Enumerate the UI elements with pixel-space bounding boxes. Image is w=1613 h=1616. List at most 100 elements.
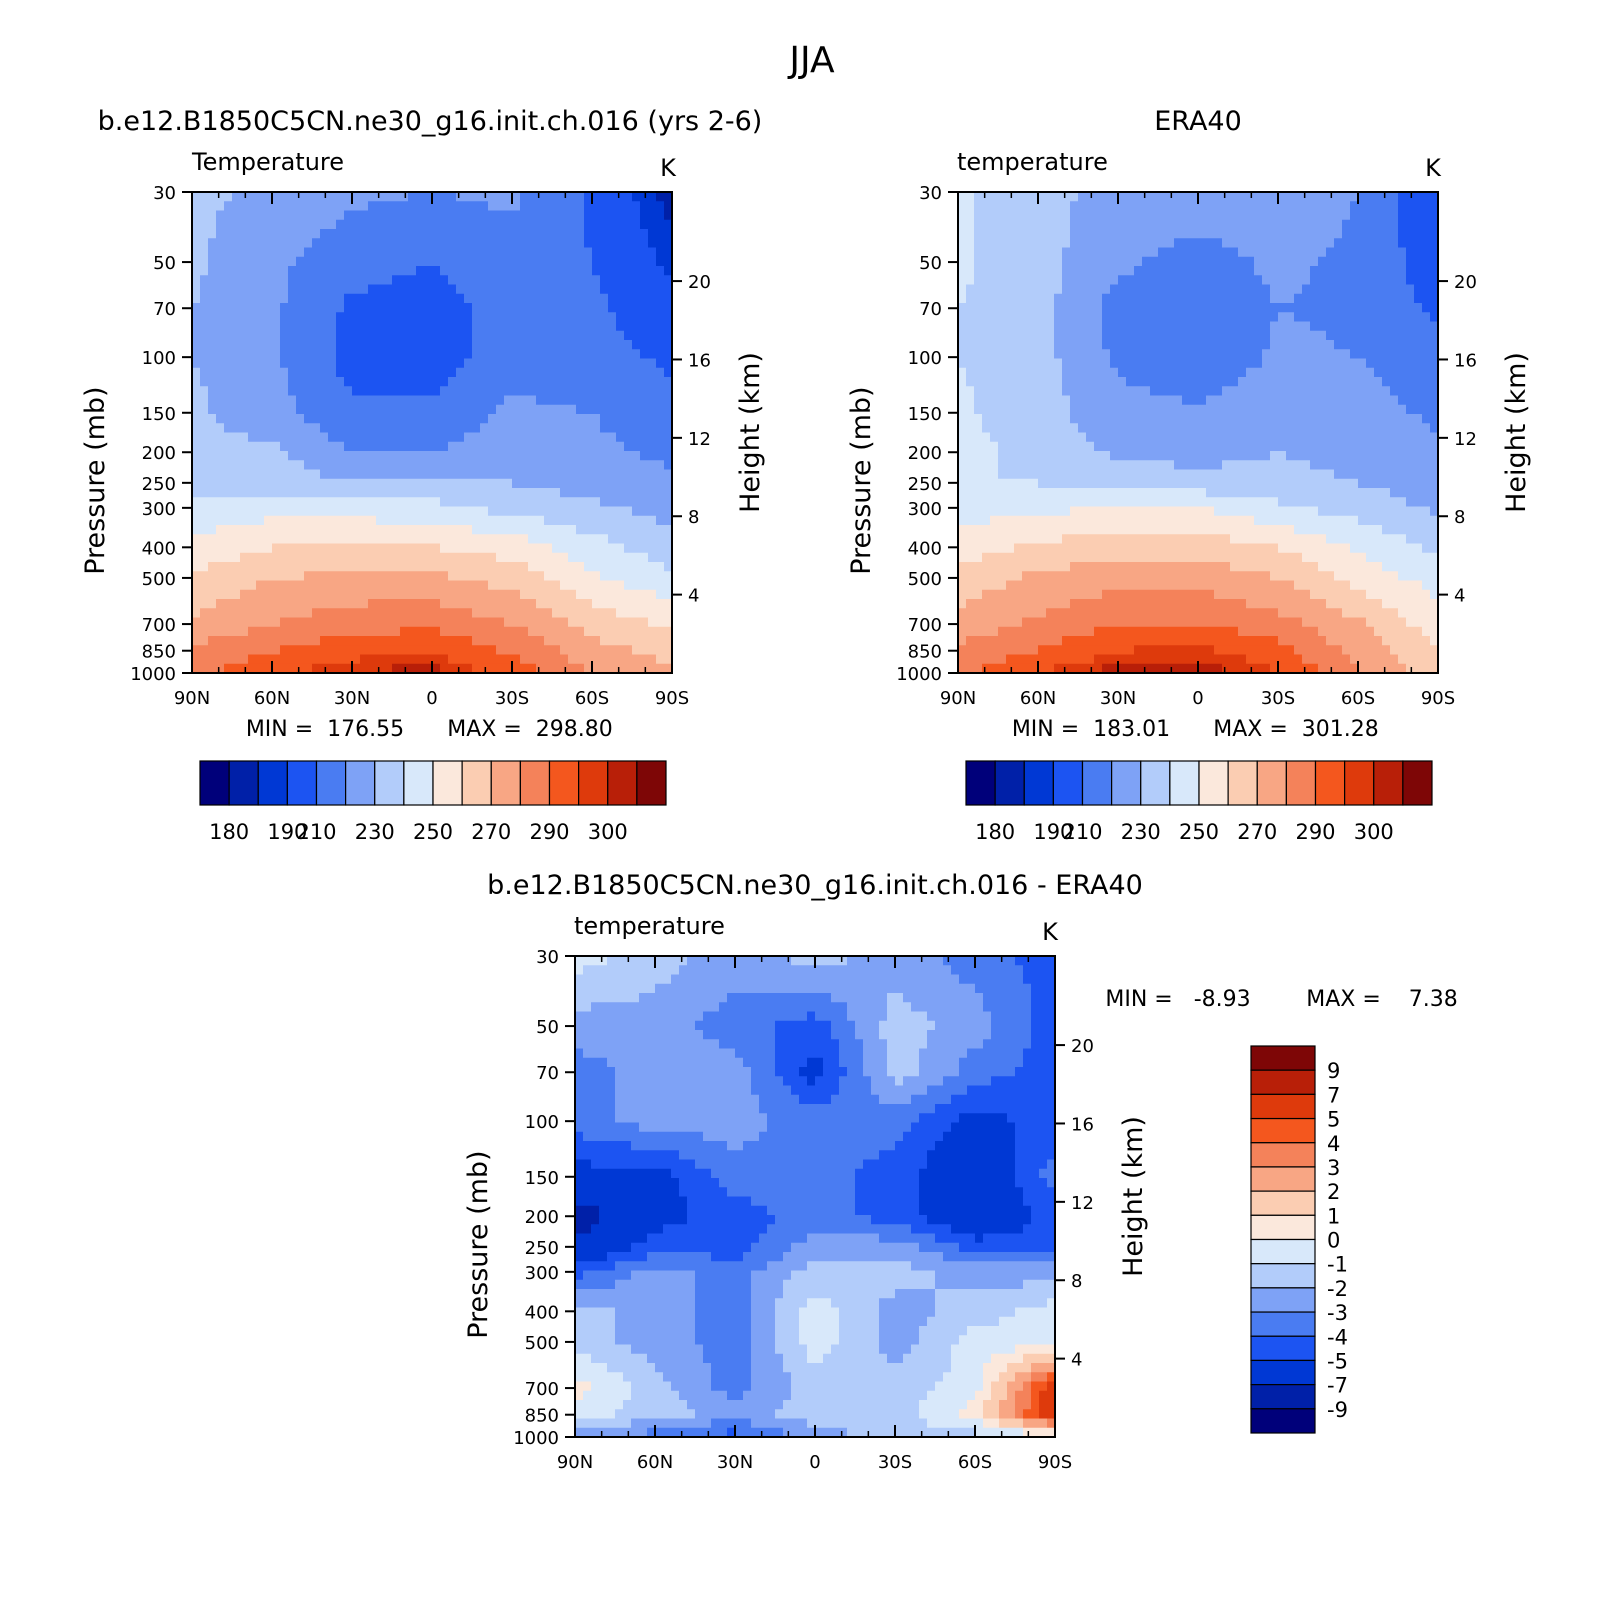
contour-cell (1126, 395, 1135, 406)
contour-cell (1046, 349, 1055, 360)
contour-cell (1014, 478, 1023, 489)
contour-cell (240, 469, 249, 480)
contour-cell (592, 626, 601, 637)
contour-cell (1014, 219, 1023, 230)
contour-cell (472, 340, 481, 350)
contour-cell (544, 312, 553, 323)
contour-cell (280, 552, 289, 563)
contour-cell (272, 238, 281, 249)
contour-cell (216, 367, 225, 378)
contour-cell (200, 478, 209, 489)
contour-cell (376, 340, 385, 350)
contour-cell (264, 525, 273, 535)
contour-cell (488, 247, 497, 258)
contour-cell (248, 432, 257, 443)
contour-cell (1158, 386, 1167, 397)
contour-cell (304, 460, 313, 471)
contour-cell (1054, 340, 1063, 350)
contour-cell (264, 358, 273, 369)
contour-cell (336, 608, 345, 619)
contour-cell (1102, 636, 1111, 646)
contour-cell (1206, 589, 1215, 600)
contour-cell (336, 534, 345, 545)
contour-cell (472, 552, 481, 563)
contour-cell (632, 626, 641, 637)
contour-cell (1046, 367, 1055, 378)
contour-cell (248, 552, 257, 563)
contour-cell (1118, 201, 1127, 212)
contour-cell (600, 478, 609, 489)
contour-cell (336, 192, 345, 202)
contour-cell (998, 506, 1007, 517)
contour-cell (520, 580, 529, 591)
contour-cell (1094, 478, 1103, 489)
contour-cell (472, 293, 481, 304)
contour-cell (1030, 386, 1039, 397)
contour-cell (392, 497, 401, 508)
contour-cell (512, 562, 521, 572)
contour-cell (296, 210, 305, 221)
contour-cell (304, 599, 313, 609)
contour-cell (1134, 247, 1143, 258)
contour-cell (472, 395, 481, 406)
contour-cell (496, 395, 505, 406)
contour-cell (568, 238, 577, 249)
contour-cell (304, 247, 313, 258)
contour-cell (664, 562, 673, 572)
contour-cell (480, 349, 489, 360)
contour-cell (1046, 460, 1055, 471)
contour-cell (1126, 608, 1135, 619)
contour-cell (608, 321, 617, 332)
contour-cell (200, 358, 209, 369)
contour-cell (632, 266, 641, 276)
contour-cell (232, 562, 241, 572)
contour-cell (990, 404, 999, 415)
contour-cell (1190, 663, 1199, 674)
contour-cell (280, 414, 289, 424)
contour-cell (272, 626, 281, 637)
contour-cell (288, 451, 297, 461)
contour-cell (200, 367, 209, 378)
contour-cell (1118, 534, 1127, 545)
contour-cell (528, 488, 537, 498)
contour-cell (998, 562, 1007, 572)
contour-cell (1014, 210, 1023, 221)
contour-cell (472, 247, 481, 258)
contour-cell (192, 247, 201, 258)
contour-cell (1222, 266, 1231, 276)
contour-cell (648, 275, 657, 286)
contour-cell (536, 303, 545, 313)
contour-cell (464, 414, 473, 424)
contour-cell (472, 654, 481, 665)
contour-cell (664, 275, 673, 286)
contour-cell (1134, 312, 1143, 323)
contour-cell (536, 636, 545, 646)
contour-cell (272, 599, 281, 609)
contour-cell (1006, 395, 1015, 406)
contour-cell (392, 367, 401, 378)
panel-obs-title: ERA40 (1154, 106, 1242, 137)
contour-cell (472, 460, 481, 471)
contour-cell (536, 256, 545, 267)
contour-cell (1006, 201, 1015, 212)
contour-cell (1214, 210, 1223, 221)
panel-model: b.e12.B1850C5CN.ne30_g16.init.ch.016 (yr… (80, 106, 766, 844)
contour-cell (1126, 497, 1135, 508)
contour-cell (1206, 478, 1215, 489)
contour-cell (592, 312, 601, 323)
contour-cell (256, 358, 265, 369)
contour-cell (376, 358, 385, 369)
contour-cell (432, 303, 441, 313)
contour-cell (1078, 552, 1087, 563)
contour-cell (576, 432, 585, 443)
contour-cell (982, 330, 991, 341)
contour-cell (424, 497, 433, 508)
contour-cell (224, 525, 233, 535)
contour-cell (208, 201, 217, 212)
contour-cell (352, 571, 361, 582)
contour-cell (1054, 404, 1063, 415)
contour-cell (248, 663, 257, 674)
contour-cell (496, 534, 505, 545)
contour-cell (432, 192, 441, 202)
contour-cell (1222, 219, 1231, 230)
